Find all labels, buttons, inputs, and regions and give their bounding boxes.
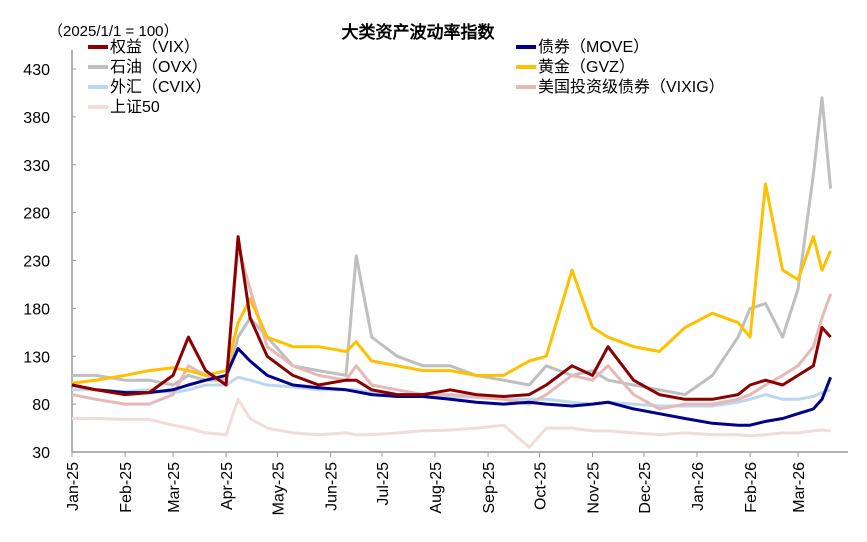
- axes: 30 80 130 180 230 280 330 380 430 Jan-25 Feb-25 Mar…: [23, 49, 848, 515]
- y-tick-label: 80: [32, 397, 50, 414]
- legend-label: 上证50: [110, 98, 160, 116]
- legend-label: 黄金（GVZ）: [538, 58, 635, 76]
- x-tick-label: Apr-25: [219, 462, 236, 510]
- legend-label: 权益（VIX）: [110, 38, 200, 56]
- y-tick-label: 280: [23, 206, 50, 223]
- y-tick-label: 130: [23, 349, 50, 366]
- x-tick-label: Feb-26: [743, 462, 760, 513]
- y-tick-label: 30: [32, 445, 50, 462]
- y-tick-label: 230: [23, 254, 50, 271]
- x-tick-label: Jan-26: [690, 462, 707, 511]
- y-tick-label: 180: [23, 301, 50, 318]
- x-tick-label: Mar-25: [166, 462, 183, 513]
- x-tick-label: Nov-25: [586, 462, 603, 514]
- series-line: [72, 375, 832, 408]
- x-tick-label: Aug-25: [428, 462, 445, 514]
- unit-label: （2025/1/1 = 100）: [48, 23, 179, 40]
- y-tick-label: 380: [23, 110, 50, 127]
- series-line: [71, 347, 832, 427]
- series-line: [71, 244, 833, 411]
- legend: 权益（VIX） 债券（MOVE） 石油（OVX） 黄金（GVZ） 外汇（CVIX） 美国投…: [88, 38, 725, 116]
- legend-label: 外汇（CVIX）: [110, 78, 211, 96]
- x-tick-label: Mar-26: [791, 462, 808, 513]
- legend-label: 债券（MOVE）: [538, 38, 649, 56]
- plot-lines: [71, 96, 833, 449]
- chart-title: 大类资产波动率指数: [342, 22, 496, 43]
- legend-label: 美国投资级债券（VIXIG）: [538, 78, 725, 96]
- series-line: [71, 235, 832, 401]
- y-tick-label: 330: [23, 158, 50, 175]
- x-tick-label: Jul-25: [375, 462, 392, 506]
- x-tick-label: Oct-25: [532, 462, 549, 510]
- series-line: [72, 96, 833, 397]
- legend-label: 石油（OVX）: [110, 58, 208, 76]
- series-line: [71, 182, 832, 385]
- x-tick-label: May-25: [270, 462, 287, 515]
- x-tick-label: Jun-25: [324, 462, 341, 511]
- x-tick-label: Feb-25: [118, 462, 135, 513]
- x-tick-label: Sep-25: [481, 462, 498, 514]
- x-tick-label: Jan-25: [65, 462, 82, 511]
- y-tick-label: 430: [23, 62, 50, 79]
- series-line: [72, 397, 831, 449]
- x-tick-label: Dec-25: [637, 462, 654, 514]
